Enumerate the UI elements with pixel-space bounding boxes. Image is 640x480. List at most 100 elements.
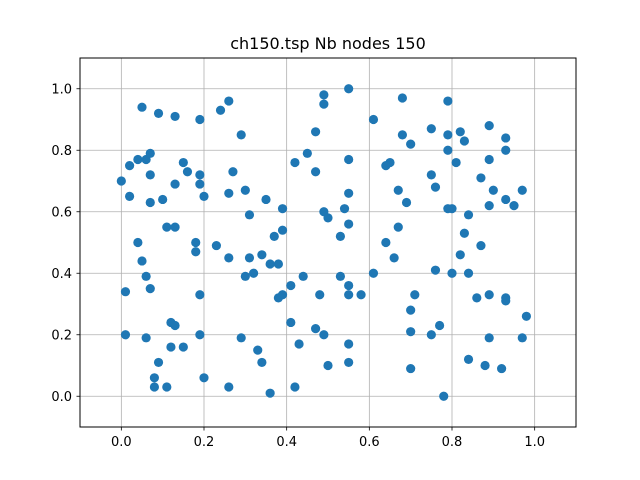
data-point [484,121,494,131]
y-tick-label: 1.0 [51,82,72,97]
data-point [224,188,234,198]
data-point [145,148,155,158]
data-point [319,99,329,109]
data-point [393,222,403,232]
data-point [459,228,469,238]
data-point [443,145,453,155]
data-point [244,210,255,220]
data-point [356,290,366,300]
data-point [439,391,449,401]
data-point [170,179,180,189]
data-point [455,250,465,260]
data-point [141,333,151,343]
data-point [463,354,474,364]
data-point [501,296,511,306]
data-point [319,330,329,340]
data-point [294,339,304,349]
data-point [335,231,345,241]
data-point [406,305,416,315]
y-tick-label: 0.0 [51,390,72,405]
data-point [224,96,234,106]
data-point [430,265,441,275]
x-tick-label: 0.8 [442,435,463,450]
data-point [149,382,159,392]
data-point [406,363,416,374]
data-point [484,201,494,211]
data-point [290,157,300,168]
data-point [335,271,345,281]
data-point [484,290,494,300]
data-point [133,154,143,165]
data-point [137,102,147,112]
data-point [120,330,131,340]
data-point [116,176,126,186]
data-point [141,271,151,281]
data-point [120,287,131,297]
data-point [344,84,354,94]
data-point [517,333,527,343]
data-point [426,330,436,340]
data-point [472,293,482,303]
data-point [166,342,176,352]
data-point [311,127,321,137]
data-point [315,290,325,300]
data-point [153,357,164,368]
data-point [170,222,180,232]
data-point [401,197,412,208]
data-point [509,201,519,211]
data-point [426,170,436,180]
data-point [344,154,354,165]
x-tick-label: 1.0 [524,435,545,450]
tick-layer: 0.0 0.2 0.4 0.6 0.8 1.0 0.0 0.2 0.4 0.6 0.8 1.0 [51,82,545,450]
data-point [290,382,300,392]
data-point [484,154,494,165]
data-point [339,204,350,214]
data-point [277,290,288,300]
data-point [195,290,205,300]
data-point [517,185,527,195]
data-point [253,345,263,355]
data-point [133,237,143,248]
data-point [476,240,486,251]
y-tick-label: 0.8 [51,144,72,159]
data-point [277,204,288,214]
data-point [286,317,296,328]
data-point [311,324,321,334]
data-point [368,268,379,278]
data-point [170,320,180,331]
data-point [195,179,205,189]
data-point [455,127,465,137]
data-point [368,114,379,125]
data-point [273,259,283,269]
data-point [406,327,416,337]
data-point [145,197,155,208]
data-point [443,204,453,214]
data-point [344,339,354,349]
data-point [244,253,255,263]
x-tick-label: 0.0 [111,435,132,450]
data-point [344,188,354,198]
data-point [153,108,164,118]
data-point [257,357,267,368]
data-point [199,191,209,201]
data-point [397,130,407,140]
data-point [195,114,205,125]
data-point [178,342,188,352]
data-point [195,170,205,180]
data-point [224,253,234,263]
data-point [145,170,155,180]
data-point [497,363,507,374]
data-point [463,268,474,278]
data-point [480,360,490,371]
data-point [265,259,275,269]
data-point [170,111,180,122]
data-point [224,382,234,392]
data-point [451,157,461,168]
data-point [323,213,333,223]
data-point [125,191,135,201]
x-tick-label: 0.2 [194,435,215,450]
data-point [484,333,494,343]
data-point [406,139,416,149]
data-point [149,373,159,383]
data-point [344,280,354,291]
